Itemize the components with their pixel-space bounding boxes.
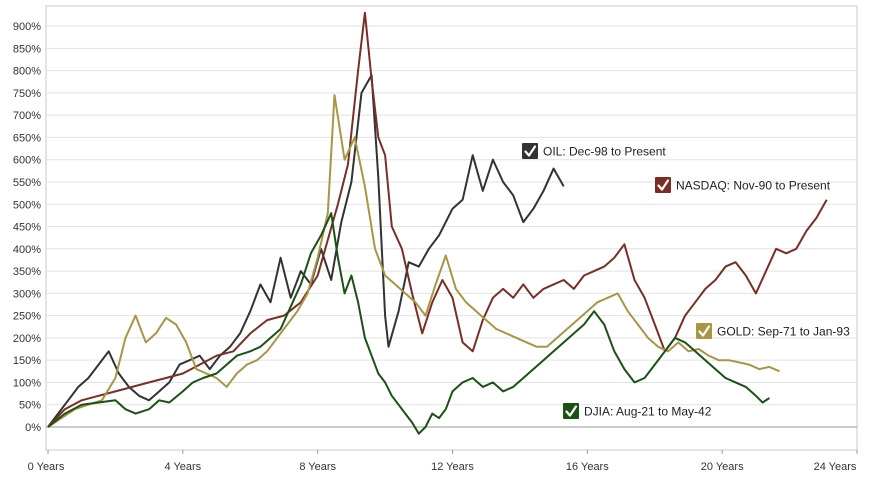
legend-checkbox[interactable]	[655, 177, 671, 193]
legend-checkbox[interactable]	[696, 323, 712, 339]
series-line-2	[47, 94, 780, 428]
checkmark-icon	[565, 405, 578, 417]
checkmark-icon	[698, 325, 711, 337]
legend-label-text: NASDAQ: Nov-90 to Present	[676, 179, 831, 193]
y-tick-label: 550%	[13, 177, 41, 189]
y-tick-label: 50%	[19, 400, 41, 412]
legend-label-text: DJIA: Aug-21 to May-42	[584, 405, 712, 419]
y-tick-label: 750%	[13, 88, 41, 100]
series-label-2[interactable]: GOLD: Sep-71 to Jan-93	[696, 323, 850, 339]
x-tick-label: 8 Years	[299, 461, 336, 473]
series-line-1	[47, 11, 828, 428]
x-tick-label: 16 Years	[566, 461, 609, 473]
y-tick-label: 900%	[13, 21, 41, 33]
checkmark-icon	[657, 179, 670, 191]
y-tick-label: 400%	[13, 244, 41, 256]
series-labels: OIL: Dec-98 to Present NASDAQ: Nov-90 to …	[522, 143, 850, 419]
x-tick-label: 0 Years	[28, 461, 65, 473]
series-line-3	[47, 212, 770, 435]
x-tick-label: 24 Years	[814, 461, 857, 473]
y-tick-label: 850%	[13, 43, 41, 55]
y-tick-label: 0%	[25, 422, 41, 434]
series-label-3[interactable]: DJIA: Aug-21 to May-42	[563, 403, 712, 419]
y-tick-label: 350%	[13, 266, 41, 278]
series-label-0[interactable]: OIL: Dec-98 to Present	[522, 143, 666, 159]
legend-label-text: OIL: Dec-98 to Present	[543, 145, 666, 159]
x-tick-label: 20 Years	[701, 461, 744, 473]
x-tick-label: 4 Years	[164, 461, 201, 473]
y-axis-ticks: 0% 50% 100% 150% 200% 250% 300% 350% 400% 450% 500…	[13, 21, 41, 434]
legend-checkbox[interactable]	[522, 143, 538, 159]
y-tick-label: 600%	[13, 155, 41, 167]
y-tick-label: 700%	[13, 110, 41, 122]
y-tick-label: 250%	[13, 311, 41, 323]
y-tick-label: 100%	[13, 377, 41, 389]
series-lines	[47, 11, 828, 435]
grid-lines	[46, 25, 857, 428]
y-tick-label: 300%	[13, 288, 41, 300]
legend-label-text: GOLD: Sep-71 to Jan-93	[717, 325, 850, 339]
y-tick-label: 500%	[13, 199, 41, 211]
y-tick-label: 800%	[13, 66, 41, 78]
x-tick-label: 12 Years	[431, 461, 474, 473]
series-label-1[interactable]: NASDAQ: Nov-90 to Present	[655, 177, 831, 193]
y-tick-label: 200%	[13, 333, 41, 345]
checkmark-icon	[524, 145, 537, 157]
y-tick-label: 150%	[13, 355, 41, 367]
y-tick-label: 650%	[13, 132, 41, 144]
x-axis-ticks: 0 Years 4 Years 8 Years 12 Years 16 Years 20 …	[28, 450, 858, 473]
y-tick-label: 450%	[13, 222, 41, 234]
legend-checkbox[interactable]	[563, 403, 579, 419]
